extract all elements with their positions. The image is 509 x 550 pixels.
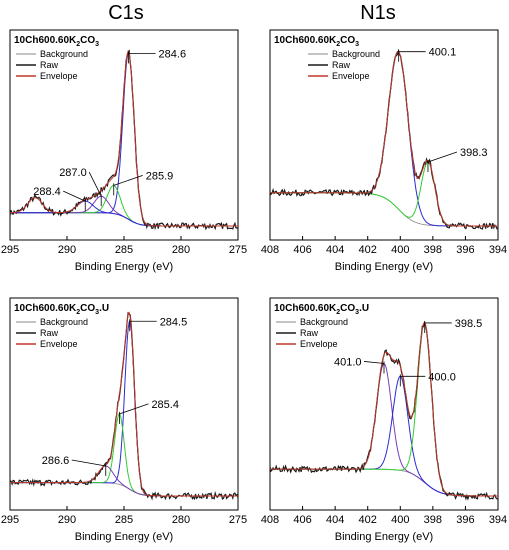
legend-label: Background: [40, 317, 88, 327]
peak-label: 285.4: [151, 399, 179, 411]
peak-label: 400.0: [428, 371, 456, 383]
background-curve: [10, 212, 238, 227]
component-peak: [10, 465, 238, 497]
x-tick-label: 280: [172, 244, 190, 256]
chart-panel-top-left: 295 290 285 280 275 Binding Energy (eV) 10Ch60…: [1, 29, 247, 273]
envelope-curve: [270, 321, 498, 497]
x-tick-label: 394: [489, 244, 507, 256]
peak-label: 288.4: [33, 186, 61, 198]
peak-label: 284.6: [159, 48, 187, 60]
sample-title: 10Ch600.60K2CO3: [274, 35, 359, 48]
chart-panel-bottom-left: 295 290 285 280 275 Binding Energy (eV) 10Ch60…: [1, 297, 247, 543]
x-tick-label: 402: [359, 514, 377, 526]
x-tick-label: 290: [58, 244, 76, 256]
x-tick-label: 394: [489, 514, 507, 526]
legend-label: Raw: [40, 60, 59, 70]
x-tick-label: 398: [424, 514, 442, 526]
legend-label: Envelope: [300, 339, 338, 349]
peak-leader-line: [88, 172, 102, 197]
component-peak: [270, 375, 498, 497]
peak-label: 286.6: [42, 455, 70, 467]
plot-frame: [269, 297, 499, 511]
background-curve: [270, 468, 498, 497]
x-tick-label: 280: [172, 514, 190, 526]
x-tick-label: 295: [1, 514, 19, 526]
x-tick-label: 404: [326, 514, 344, 526]
peak-leader-line: [363, 361, 385, 364]
raw-curve: [269, 322, 499, 501]
envelope-curve: [270, 51, 498, 227]
legend-label: Background: [40, 49, 88, 59]
peak-label: 398.5: [455, 318, 483, 330]
peak-leader-line: [63, 190, 86, 202]
x-tick-label: 398: [424, 244, 442, 256]
peak-leader-line: [427, 151, 458, 163]
legend-label: Background: [332, 49, 380, 59]
envelope-curve: [10, 49, 238, 227]
chart-panel-bottom-right: 408 406 404 402 400 398 396 394 Binding Energy (…: [261, 297, 507, 543]
x-tick-label: 275: [229, 514, 247, 526]
column-title-n1s: N1s: [360, 2, 396, 24]
column-title-c1s: C1s: [108, 2, 144, 24]
peak-label: 284.5: [160, 316, 188, 328]
chart-panel-top-right: 408 406 404 402 400 398 396 394 Binding Energy (…: [261, 29, 507, 273]
x-axis-label: Binding Energy (eV): [75, 531, 173, 543]
x-tick-label: 404: [326, 244, 344, 256]
x-tick-label: 400: [391, 514, 409, 526]
x-tick-label: 285: [115, 244, 133, 256]
x-tick-label: 406: [293, 514, 311, 526]
x-tick-label: 406: [293, 244, 311, 256]
x-tick-label: 285: [115, 514, 133, 526]
legend-label: Raw: [40, 328, 59, 338]
legend-label: Envelope: [332, 71, 370, 81]
component-peak: [270, 362, 498, 497]
legend-label: Envelope: [40, 339, 78, 349]
legend-label: Raw: [300, 328, 319, 338]
x-tick-label: 408: [261, 514, 279, 526]
sample-title: 10Ch600.60K2CO3.U: [14, 303, 109, 316]
legend-label: Raw: [332, 60, 351, 70]
peak-leader-line: [119, 403, 149, 415]
x-tick-label: 402: [359, 244, 377, 256]
x-tick-label: 275: [229, 244, 247, 256]
legend-label: Envelope: [40, 71, 78, 81]
peak-label: 398.3: [460, 147, 488, 159]
envelope-curve: [10, 311, 238, 497]
peak-label: 287.0: [59, 167, 87, 179]
sample-title: 10Ch600.60K2CO3: [14, 35, 99, 48]
legend-label: Background: [300, 317, 348, 327]
x-axis-label: Binding Energy (eV): [75, 261, 173, 273]
x-tick-label: 396: [456, 514, 474, 526]
peak-leader-line: [113, 175, 143, 186]
x-axis-label: Binding Energy (eV): [335, 531, 433, 543]
sample-title: 10Ch600.60K2CO3.U: [274, 303, 369, 316]
component-peak: [10, 195, 238, 227]
x-tick-label: 290: [58, 514, 76, 526]
x-tick-label: 408: [261, 244, 279, 256]
x-tick-label: 295: [1, 244, 19, 256]
x-axis-label: Binding Energy (eV): [335, 261, 433, 273]
peak-label: 285.9: [146, 170, 174, 182]
peak-label: 400.1: [429, 47, 457, 59]
x-tick-label: 400: [391, 244, 409, 256]
component-peak: [270, 51, 498, 227]
peak-leader-line: [71, 459, 106, 467]
plot-frame: [269, 29, 499, 241]
x-tick-label: 396: [456, 244, 474, 256]
peak-label: 401.0: [334, 356, 362, 368]
raw-curve: [269, 48, 499, 230]
